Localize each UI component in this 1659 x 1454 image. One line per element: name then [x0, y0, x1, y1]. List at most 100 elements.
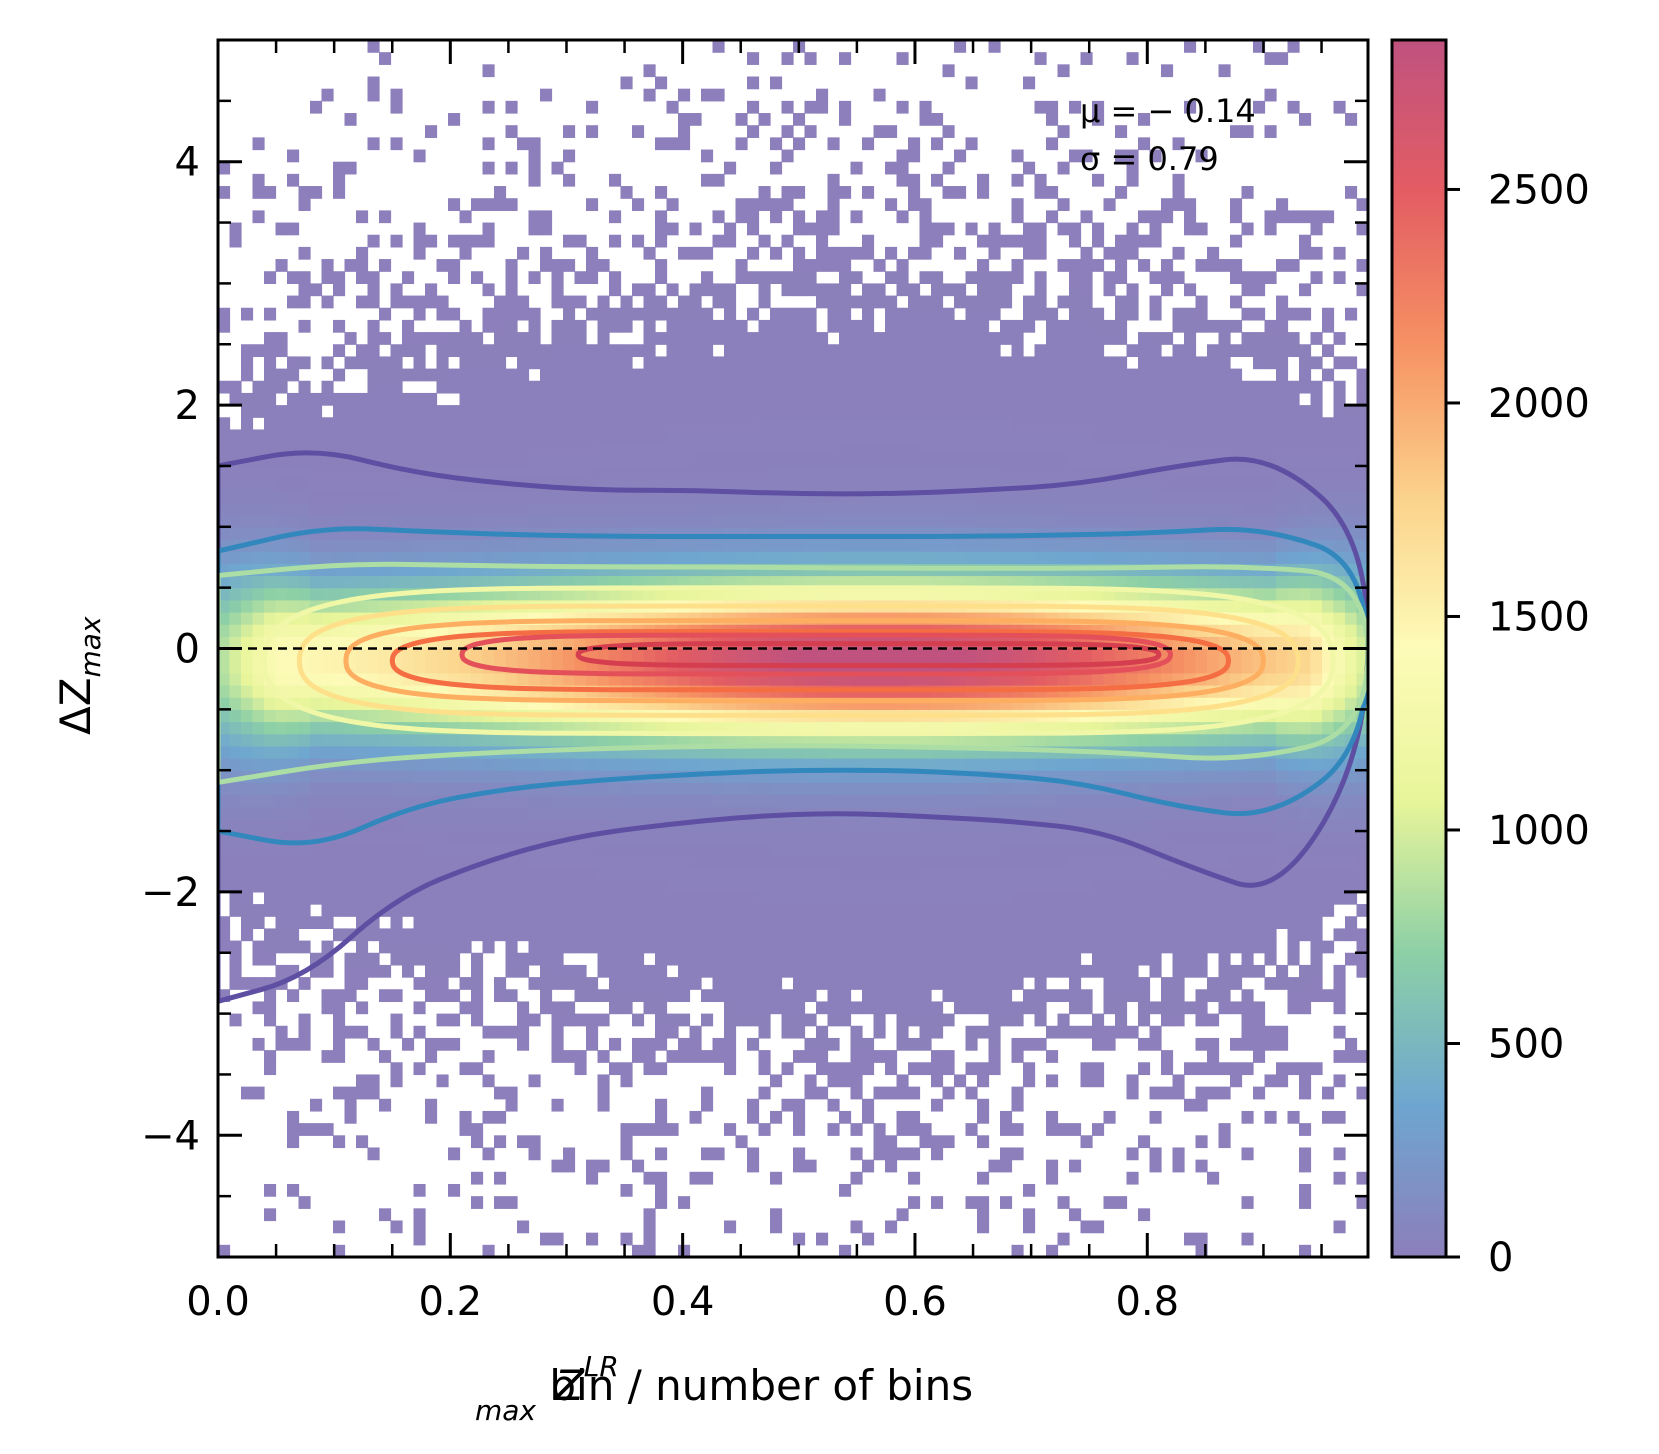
heatmap-bin — [804, 1086, 817, 1100]
heatmap-bin — [574, 502, 587, 516]
heatmap-bin — [482, 453, 495, 467]
heatmap-bin — [1080, 453, 1093, 467]
heatmap-bin — [839, 1013, 852, 1027]
heatmap-bin — [620, 76, 633, 90]
heatmap-bin — [471, 818, 484, 832]
heatmap-bin — [390, 368, 403, 382]
heatmap-bin — [1057, 368, 1070, 382]
heatmap-bin — [287, 502, 300, 516]
heatmap-bin — [1011, 538, 1024, 552]
heatmap-bin — [1011, 465, 1024, 479]
heatmap-bin — [919, 989, 932, 1003]
heatmap-bin — [873, 405, 886, 418]
heatmap-bin — [1046, 782, 1059, 796]
heatmap-bin — [735, 782, 748, 796]
heatmap-bin — [528, 161, 541, 175]
heatmap-bin — [712, 1050, 725, 1063]
heatmap-bin — [287, 405, 300, 418]
heatmap-bin — [1069, 222, 1082, 236]
heatmap-bin — [839, 356, 852, 370]
heatmap-bin — [735, 259, 748, 272]
heatmap-bin — [988, 891, 1001, 905]
heatmap-bin — [425, 964, 438, 978]
heatmap-bin — [896, 380, 909, 394]
heatmap-bin — [701, 1013, 714, 1027]
heatmap-bin — [505, 453, 518, 467]
heatmap-bin — [1000, 758, 1013, 771]
heatmap-bin — [1000, 855, 1013, 869]
heatmap-bin — [804, 1159, 817, 1173]
heatmap-bin — [896, 210, 909, 224]
heatmap-bin — [885, 1159, 898, 1173]
heatmap-bin — [988, 733, 1001, 747]
heatmap-bin — [954, 538, 967, 552]
heatmap-bin — [344, 782, 357, 796]
heatmap-bin — [264, 1183, 277, 1197]
heatmap-bin — [1011, 964, 1024, 978]
heatmap-bin — [781, 344, 794, 358]
heatmap-bin — [977, 1135, 990, 1149]
heatmap-bin — [827, 1013, 840, 1027]
heatmap-bin — [390, 672, 403, 686]
heatmap-bin — [747, 940, 760, 954]
heatmap-bin — [724, 1062, 737, 1076]
heatmap-bin — [724, 855, 737, 869]
heatmap-bin — [333, 575, 346, 589]
heatmap-bin — [689, 113, 702, 126]
heatmap-bin — [425, 940, 438, 954]
heatmap-bin — [804, 271, 817, 284]
heatmap-bin — [540, 733, 553, 747]
heatmap-bin — [298, 502, 311, 516]
heatmap-bin — [758, 940, 771, 954]
heatmap-bin — [1000, 1147, 1013, 1161]
heatmap-bin — [850, 405, 863, 418]
heatmap-bin — [609, 843, 622, 856]
heatmap-bin — [597, 879, 610, 893]
heatmap-bin — [666, 843, 679, 856]
heatmap-bin — [620, 867, 633, 881]
heatmap-bin — [1057, 916, 1070, 930]
heatmap-bin — [1034, 368, 1047, 382]
heatmap-bin — [620, 964, 633, 978]
heatmap-bin — [758, 855, 771, 869]
heatmap-bin — [862, 1001, 875, 1015]
heatmap-bin — [310, 721, 323, 735]
heatmap-bin — [563, 758, 576, 771]
heatmap-bin — [804, 283, 817, 297]
heatmap-bin — [574, 916, 587, 930]
heatmap-bin — [804, 1074, 817, 1088]
heatmap-bin — [931, 818, 944, 832]
heatmap-bin — [701, 1171, 714, 1185]
heatmap-bin — [1046, 587, 1059, 601]
heatmap-bin — [965, 989, 978, 1003]
heatmap-bin — [1057, 1123, 1070, 1136]
heatmap-bin — [781, 1062, 794, 1076]
heatmap-bin — [1069, 940, 1082, 954]
heatmap-bin — [701, 429, 714, 443]
heatmap-bin — [494, 806, 507, 820]
heatmap-bin — [678, 952, 691, 966]
heatmap-bin — [356, 1025, 369, 1039]
heatmap-bin — [781, 514, 794, 528]
heatmap-bin — [816, 843, 829, 856]
heatmap-bin — [919, 928, 932, 942]
heatmap-bin — [298, 551, 311, 564]
heatmap-bin — [1034, 453, 1047, 467]
heatmap-bin — [908, 356, 921, 370]
heatmap-bin — [436, 660, 449, 674]
heatmap-bin — [689, 831, 702, 844]
heatmap-bin — [873, 964, 886, 978]
heatmap-bin — [287, 514, 300, 528]
heatmap-bin — [310, 1123, 323, 1136]
heatmap-bin — [344, 904, 357, 917]
heatmap-bin — [609, 855, 622, 869]
heatmap-bin — [919, 952, 932, 966]
heatmap-bin — [505, 940, 518, 954]
heatmap-bin — [436, 916, 449, 930]
heatmap-bin — [356, 648, 369, 662]
heatmap-bin — [793, 745, 806, 759]
heatmap-bin — [839, 831, 852, 844]
heatmap-bin — [413, 611, 426, 625]
heatmap-bin — [827, 794, 840, 808]
heatmap-bin — [333, 587, 346, 601]
